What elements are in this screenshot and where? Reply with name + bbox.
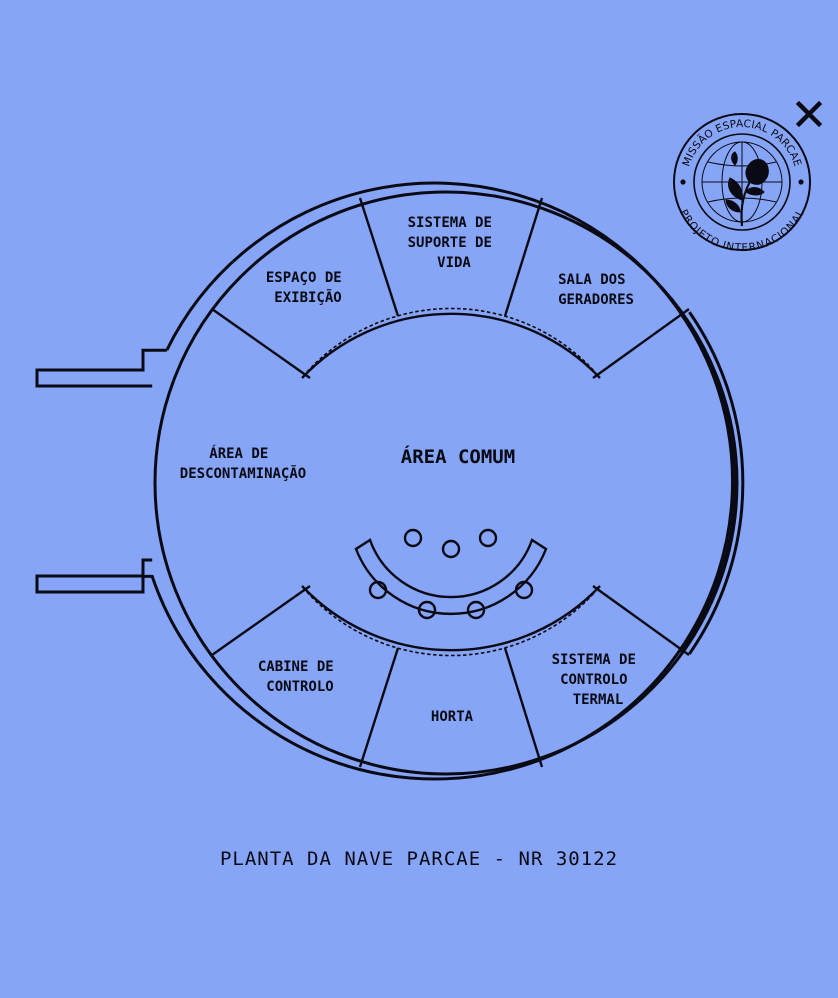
seat[interactable] — [417, 600, 437, 620]
dashed-arcs — [306, 307, 596, 657]
hull — [35, 181, 745, 781]
room-horta[interactable]: HORTA — [431, 709, 474, 725]
inner-hull-wall — [153, 190, 739, 776]
curved-bench — [354, 538, 548, 616]
top-arc-wall — [301, 312, 601, 379]
central-table — [354, 528, 548, 620]
plan-caption: PLANTA DA NAVE PARCAE - NR 30122 — [219, 848, 619, 870]
room-descontaminacao[interactable]: ÁREA DE DESCONTAMINAÇÃO — [180, 445, 306, 482]
room-controlo-termal[interactable]: SISTEMA DE CONTROLO TERMAL — [552, 652, 645, 708]
room-labels: ESPAÇO DE EXIBIÇÃO SISTEMA DE SUPORTE DE… — [180, 215, 645, 725]
seat[interactable] — [478, 528, 498, 548]
room-area-comum[interactable]: ÁREA COMUM — [401, 445, 515, 468]
room-suporte-vida[interactable]: SISTEMA DE SUPORTE DE VIDA — [408, 215, 501, 271]
outer-hull-wall — [35, 181, 734, 781]
rose-icon — [725, 151, 769, 227]
seat[interactable] — [441, 539, 461, 559]
wall-bottom-left — [211, 585, 311, 656]
wall-top-mid-left — [358, 197, 400, 317]
wall-top-right — [592, 308, 690, 379]
close-icon[interactable] — [795, 100, 823, 128]
wall-top-mid-right — [503, 197, 544, 317]
room-sala-geradores[interactable]: SALA DOS GERADORES — [558, 272, 634, 308]
outer-corridor-wall-right — [688, 311, 745, 655]
seal-inner-ring — [693, 133, 791, 231]
seat[interactable] — [466, 600, 486, 620]
seat[interactable] — [368, 580, 388, 600]
room-espaco-exibicao[interactable]: ESPAÇO DE EXIBIÇÃO — [266, 270, 350, 306]
top-dashed-arc — [306, 307, 596, 373]
seal-outer-ring — [673, 113, 811, 251]
bottom-arc-wall — [301, 585, 601, 652]
seal-right-dot — [798, 179, 804, 185]
wall-bottom-mid-right — [503, 647, 544, 768]
hull-outline-left — [35, 348, 167, 388]
room-cabine-controlo[interactable]: CABINE DE CONTROLO — [258, 659, 342, 695]
outer-corridor-wall — [679, 312, 737, 654]
bottom-dashed-arc — [306, 591, 596, 657]
seat[interactable] — [514, 580, 534, 600]
mission-seal: MISSÃO ESPACIAL PARCAE PROJETO INTERNACI… — [673, 113, 811, 254]
partitions — [211, 197, 690, 768]
seat[interactable] — [403, 528, 423, 548]
wall-bottom-right — [592, 585, 690, 656]
wall-bottom-mid-left — [358, 647, 400, 768]
seal-left-dot — [680, 179, 686, 185]
wall-top-left — [211, 308, 311, 379]
